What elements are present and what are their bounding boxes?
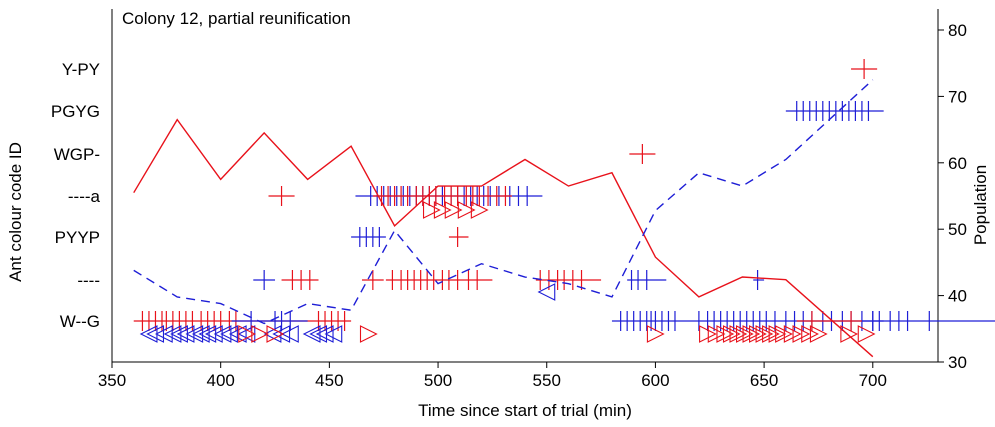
- triangle-marker: [359, 325, 378, 343]
- triangle-marker: [755, 325, 774, 343]
- triangle-marker: [775, 325, 793, 343]
- y-category-label: ----: [77, 271, 100, 290]
- population-lines: [133, 79, 874, 358]
- y2-tick-label: 40: [948, 287, 967, 306]
- y-category-label: PGYG: [51, 102, 100, 121]
- triangle-marker: [433, 201, 452, 219]
- y2-axis-label: Population: [971, 165, 990, 245]
- triangle-marker: [315, 325, 334, 343]
- triangle-marker: [266, 325, 285, 343]
- triangle-marker: [768, 325, 787, 343]
- triangle-marker: [302, 325, 321, 343]
- y2-tick-label: 60: [948, 154, 967, 173]
- triangle-marker: [444, 201, 463, 219]
- x-tick-label: 500: [424, 371, 452, 390]
- triangle-marker: [762, 325, 780, 343]
- population-line-red: [133, 118, 874, 358]
- triangle-marker: [146, 325, 165, 343]
- chart-title: Colony 12, partial reunification: [122, 9, 351, 28]
- y2-tick-label: 80: [948, 21, 967, 40]
- triangle-marker: [324, 325, 343, 343]
- triangle-markers: [139, 201, 876, 343]
- triangle-marker: [857, 325, 876, 343]
- triangle-marker: [722, 325, 741, 343]
- triangle-marker: [251, 325, 270, 343]
- triangle-marker: [707, 325, 726, 343]
- y2-tick-label: 70: [948, 87, 967, 106]
- y-axis-categories: W--G ---- PYYP ----a WGP- PGYG Y-PY: [51, 60, 101, 331]
- x-tick-label: 400: [206, 371, 234, 390]
- triangle-marker: [228, 325, 247, 343]
- triangle-marker: [163, 325, 182, 343]
- plot-frame: [111, 9, 939, 363]
- x-tick-label: 450: [315, 371, 343, 390]
- x-tick-label: 550: [533, 371, 561, 390]
- triangle-marker: [729, 325, 748, 343]
- triangle-marker: [699, 325, 717, 343]
- triangle-marker: [742, 325, 761, 343]
- y2-tick-label: 50: [948, 220, 967, 239]
- y-axis-label: Ant colour code ID: [6, 142, 25, 282]
- x-axis-label: Time since start of trial (min): [418, 401, 632, 420]
- triangle-marker: [646, 325, 665, 343]
- triangle-marker: [457, 201, 476, 219]
- triangle-marker: [220, 325, 238, 343]
- triangle-marker: [792, 325, 811, 343]
- triangle-marker: [238, 325, 256, 343]
- y2-axis-ticks: 30 40 50 60 70 80: [938, 21, 967, 372]
- triangle-marker: [801, 325, 819, 343]
- triangle-marker: [470, 201, 489, 219]
- y-category-label: WGP-: [54, 145, 100, 164]
- triangle-marker: [185, 325, 204, 343]
- x-tick-label: 350: [98, 371, 126, 390]
- triangle-marker: [749, 325, 767, 343]
- x-axis-ticks: 350 400 450 500 550 600 650 700: [98, 362, 887, 390]
- x-tick-label: 600: [641, 371, 669, 390]
- triangle-marker: [716, 325, 735, 343]
- y-category-label: PYYP: [55, 228, 100, 247]
- triangle-marker: [422, 201, 441, 219]
- y-category-label: W--G: [60, 312, 100, 331]
- y-category-label: Y-PY: [62, 60, 100, 79]
- triangle-marker: [735, 325, 754, 343]
- triangle-marker: [281, 325, 299, 343]
- triangle-marker: [272, 325, 291, 343]
- triangle-marker: [809, 325, 828, 343]
- triangle-marker: [263, 325, 282, 343]
- triangle-marker: [537, 283, 556, 301]
- x-tick-label: 650: [750, 371, 778, 390]
- x-tick-label: 700: [859, 371, 887, 390]
- y-category-label: ----a: [68, 187, 101, 206]
- triangle-marker: [783, 325, 802, 343]
- event-markers: [133, 59, 995, 331]
- triangle-marker: [840, 325, 859, 343]
- population-line-blue: [133, 79, 874, 325]
- y2-tick-label: 30: [948, 353, 967, 372]
- triangle-marker: [191, 325, 210, 343]
